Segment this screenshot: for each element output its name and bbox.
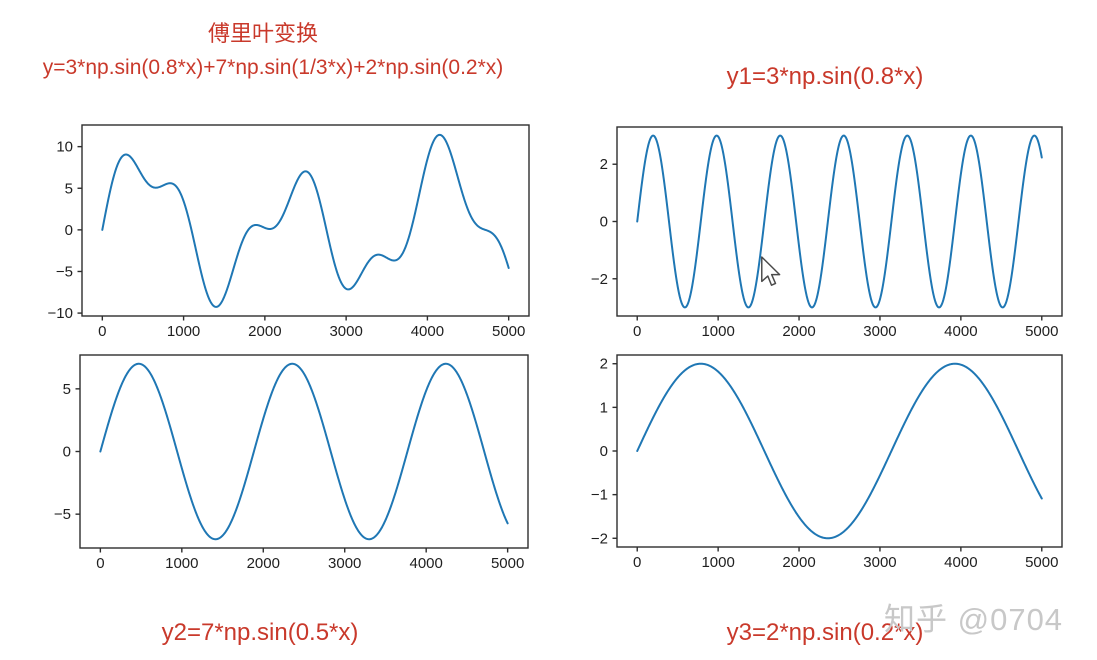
x-tick-label: 5000 — [1025, 554, 1058, 571]
y-tick-label: 10 — [56, 139, 73, 156]
series-line — [99, 362, 509, 541]
subplot-y3: 0 1000 2000 3000 4000 5000 2 1 0 −1 −2 — [591, 354, 1063, 571]
x-tick-label: 3000 — [863, 323, 896, 340]
x-tick-label: 0 — [96, 555, 104, 572]
x-tick-label: 4000 — [409, 555, 442, 572]
y-tick-label: 0 — [600, 443, 608, 460]
series-line — [101, 133, 510, 308]
y-tick-label: 2 — [600, 356, 608, 373]
x-tick-label: 3000 — [328, 555, 361, 572]
x-tick-label: 0 — [98, 323, 106, 340]
x-tick-label: 1000 — [701, 323, 734, 340]
x-tick-label: 4000 — [411, 323, 444, 340]
y-tick-label: −10 — [48, 305, 73, 322]
x-tick-label: 0 — [633, 554, 641, 571]
x-tick-label: 1000 — [701, 554, 734, 571]
subplot-y2: 0 1000 2000 3000 4000 5000 5 0 −5 — [54, 354, 529, 572]
mouse-cursor-icon — [761, 256, 781, 286]
series-line — [636, 134, 1043, 309]
y-tick-label: 0 — [65, 222, 73, 239]
y1-formula-label: y1=3*np.sin(0.8*x) — [726, 63, 924, 90]
x-tick-label: 1000 — [167, 323, 200, 340]
x-tick-label: 3000 — [863, 554, 896, 571]
x-tick-label: 0 — [633, 323, 641, 340]
y-tick-label: 5 — [63, 381, 71, 398]
x-tick-label: 5000 — [491, 555, 524, 572]
x-tick-label: 2000 — [782, 554, 815, 571]
x-tick-label: 2000 — [248, 323, 281, 340]
x-tick-label: 1000 — [165, 555, 198, 572]
y-tick-label: −2 — [591, 530, 608, 547]
y-tick-label: 0 — [600, 214, 608, 231]
axes-frame — [79, 354, 529, 549]
x-tick-label: 4000 — [944, 554, 977, 571]
figure-title: 傅里叶变换 — [207, 21, 318, 46]
y-tick-label: 5 — [65, 180, 73, 197]
y-tick-label: −5 — [56, 263, 73, 280]
series-line — [636, 362, 1043, 540]
sum-formula-label: y=3*np.sin(0.8*x)+7*np.sin(1/3*x)+2*np.s… — [42, 56, 504, 79]
x-tick-label: 2000 — [782, 323, 815, 340]
x-tick-label: 3000 — [329, 323, 362, 340]
y3-formula-label: y3=2*np.sin(0.2*x) — [726, 619, 924, 646]
y-tick-label: −1 — [591, 487, 608, 504]
y-tick-label: −5 — [54, 506, 71, 523]
y2-formula-label: y2=7*np.sin(0.5*x) — [161, 619, 359, 646]
x-tick-label: 5000 — [492, 323, 525, 340]
x-tick-label: 4000 — [944, 323, 977, 340]
y-tick-label: 1 — [600, 399, 608, 416]
subplot-sum: 0 1000 2000 3000 4000 5000 10 5 0 −5 −10 — [48, 124, 530, 340]
zhihu-watermark: 知乎 @0704 — [884, 602, 1064, 637]
x-tick-label: 5000 — [1025, 323, 1058, 340]
axes-frame — [616, 354, 1063, 548]
subplot-y1: 0 1000 2000 3000 4000 5000 2 0 −2 — [591, 126, 1063, 340]
x-tick-label: 2000 — [247, 555, 280, 572]
y-tick-label: −2 — [591, 271, 608, 288]
axes-frame — [81, 124, 530, 317]
y-tick-label: 0 — [63, 444, 71, 461]
y-tick-label: 2 — [600, 156, 608, 173]
